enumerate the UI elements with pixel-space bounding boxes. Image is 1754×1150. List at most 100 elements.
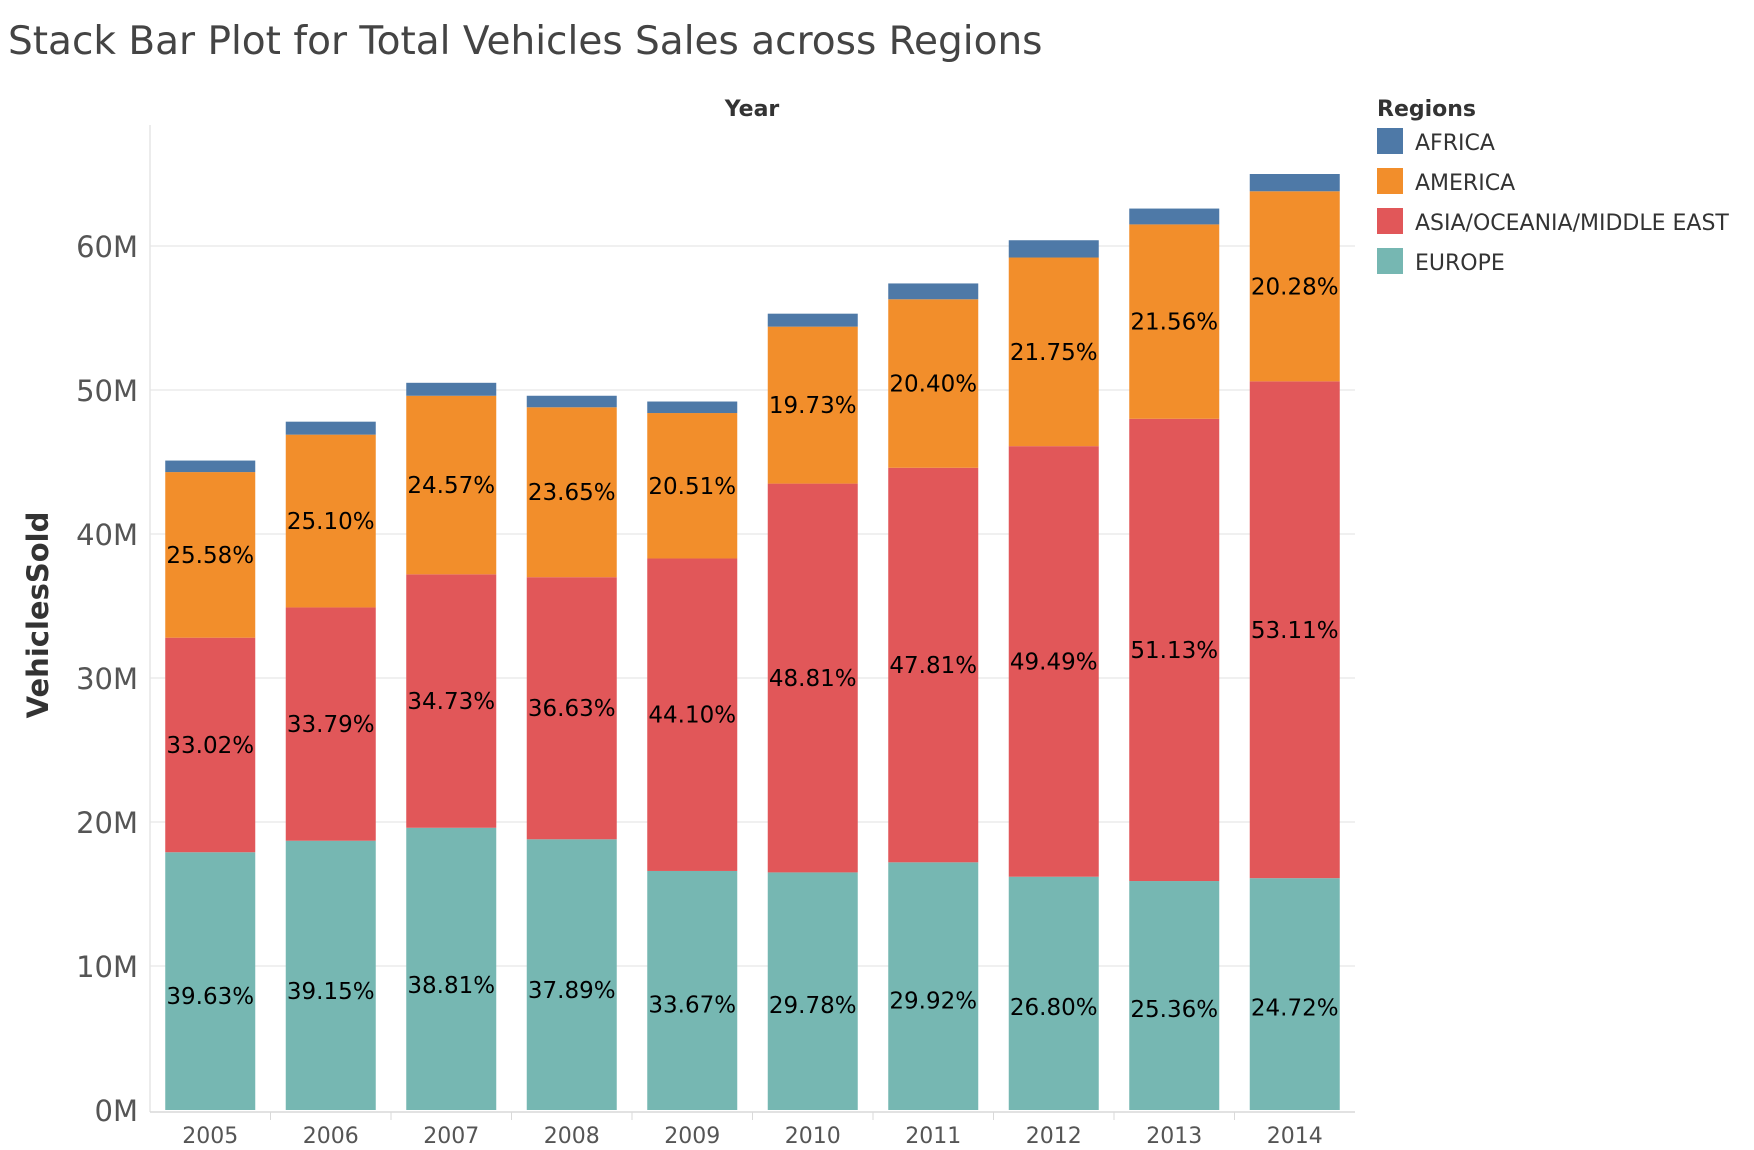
bar-segment-asia-oceania-middle-east-2008 <box>526 577 617 840</box>
bar-segment-asia-oceania-middle-east-2007 <box>406 574 497 828</box>
bar-segment-label: 44.10% <box>648 703 736 729</box>
bar-segment-europe-2012 <box>1008 876 1099 1110</box>
bar-segment-america-2008 <box>526 407 617 578</box>
bar-segment-america-2006 <box>285 434 376 608</box>
bar-segment-label: 23.65% <box>528 480 616 506</box>
bar-segment-europe-2007 <box>406 827 497 1110</box>
bar-segment-label: 33.79% <box>287 712 375 738</box>
bar-segment-label: 25.10% <box>287 509 375 535</box>
bar-segment-america-2007 <box>406 395 497 575</box>
bar-segment-label: 51.13% <box>1130 638 1218 664</box>
bar-segment-asia-oceania-middle-east-2005 <box>165 637 256 853</box>
bar-segment-label: 36.63% <box>528 696 616 722</box>
bar-segment-label: 25.36% <box>1130 997 1218 1023</box>
bar-segment-africa-2007 <box>406 382 497 396</box>
legend-item-label: EUROPE <box>1415 251 1505 276</box>
plot-area: 0M 10M 20M 30M 40M 50M 60M 39.63% 33.02% 25.58% 20… <box>76 125 1355 1149</box>
bar-segment-label: 48.81% <box>769 666 857 692</box>
y-tick-label: 30M <box>76 662 138 696</box>
bar-segment-asia-oceania-middle-east-2010 <box>767 483 858 873</box>
y-tick-label: 20M <box>76 806 138 840</box>
bar-segment-asia-oceania-middle-east-2009 <box>647 558 738 871</box>
y-tick-label: 40M <box>76 518 138 552</box>
bar-segment-europe-2011 <box>888 862 979 1110</box>
legend-title: Regions <box>1377 97 1476 122</box>
bar-segment-label: 24.57% <box>407 473 495 499</box>
bar-segment-label: 37.89% <box>528 978 616 1004</box>
legend-item-label: AMERICA <box>1415 171 1515 196</box>
bar-segment-label: 53.11% <box>1251 618 1339 644</box>
x-tick-label: 2008 <box>544 1124 600 1149</box>
bar-segment-europe-2010 <box>767 872 858 1110</box>
legend-swatch <box>1377 168 1403 194</box>
x-axis-title: Year <box>724 97 780 122</box>
bar-segment-africa-2008 <box>526 395 617 408</box>
bar-segment-label: 25.58% <box>166 543 254 569</box>
bar-segment-label: 34.73% <box>407 689 495 715</box>
bar-segment-america-2009 <box>647 413 738 559</box>
legend: Regions AFRICA AMERICA ASIA/OCEANIA/MIDDLE… <box>1377 97 1729 276</box>
bar-segment-label: 38.81% <box>407 973 495 999</box>
bar-segment-asia-oceania-middle-east-2011 <box>888 467 979 863</box>
bar-segment-label: 49.49% <box>1010 649 1098 675</box>
bar-segment-label: 21.56% <box>1130 310 1218 336</box>
bar-segment-africa-2014 <box>1249 174 1340 192</box>
bar-segment-label: 47.81% <box>889 653 977 679</box>
bar-segment-asia-oceania-middle-east-2006 <box>285 607 376 841</box>
bar-segment-label: 24.72% <box>1251 996 1339 1022</box>
legend-swatch <box>1377 208 1403 234</box>
bar-segment-america-2011 <box>888 299 979 468</box>
bar-segment-label: 33.02% <box>166 733 254 759</box>
x-tick-label: 2010 <box>785 1124 841 1149</box>
bar-segment-label: 29.92% <box>889 989 977 1015</box>
bar-segment-europe-2014 <box>1249 878 1340 1110</box>
bar-segment-asia-oceania-middle-east-2014 <box>1249 381 1340 879</box>
bar-segment-africa-2006 <box>285 421 376 435</box>
legend-item-label: AFRICA <box>1415 131 1495 156</box>
bar-segment-africa-2013 <box>1129 208 1220 225</box>
bar-segment-label: 20.51% <box>648 474 736 500</box>
bar-segment-africa-2011 <box>888 283 979 300</box>
y-tick-label: 0M <box>95 1094 138 1128</box>
bar-segment-label: 26.80% <box>1010 995 1098 1021</box>
x-tick-label: 2013 <box>1146 1124 1202 1149</box>
x-tick-label: 2014 <box>1267 1124 1323 1149</box>
legend-swatch <box>1377 128 1403 154</box>
bar-segment-europe-2005 <box>165 852 256 1110</box>
bar-segment-label: 39.15% <box>287 979 375 1005</box>
bar-segment-america-2012 <box>1008 257 1099 447</box>
bar-segment-america-2010 <box>767 326 858 484</box>
bar-segment-america-2005 <box>165 472 256 638</box>
bar-segment-america-2013 <box>1129 224 1220 419</box>
bar-segment-asia-oceania-middle-east-2013 <box>1129 418 1220 882</box>
x-tick-label: 2009 <box>664 1124 720 1149</box>
bar-segment-africa-2005 <box>165 460 256 473</box>
bar-segment-africa-2009 <box>647 401 738 414</box>
x-tick-label: 2006 <box>303 1124 359 1149</box>
bar-segment-label: 29.78% <box>769 993 857 1019</box>
y-tick-label: 50M <box>76 374 138 408</box>
bar-segment-africa-2010 <box>767 313 858 327</box>
bar-segment-europe-2013 <box>1129 881 1220 1110</box>
bar-segment-europe-2009 <box>647 870 738 1110</box>
chart-title: Stack Bar Plot for Total Vehicles Sales … <box>8 19 1043 64</box>
y-tick-label: 60M <box>76 230 138 264</box>
bar-segment-label: 21.75% <box>1010 340 1098 366</box>
bar-segment-europe-2006 <box>285 840 376 1110</box>
bar-segment-label: 20.28% <box>1251 274 1339 300</box>
bar-segment-label: 19.73% <box>769 393 857 419</box>
bar-segment-europe-2008 <box>526 839 617 1110</box>
y-tick-label: 10M <box>76 950 138 984</box>
bar-segment-america-2014 <box>1249 191 1340 382</box>
x-tick-label: 2011 <box>905 1124 961 1149</box>
x-tick-label: 2005 <box>182 1124 238 1149</box>
legend-item-label: ASIA/OCEANIA/MIDDLE EAST <box>1415 211 1729 236</box>
bar-segment-africa-2012 <box>1008 240 1099 258</box>
y-axis-title: VehiclesSold <box>21 512 55 719</box>
bar-segment-label: 33.67% <box>648 992 736 1018</box>
x-tick-label: 2007 <box>423 1124 479 1149</box>
bar-segment-asia-oceania-middle-east-2012 <box>1008 446 1099 877</box>
legend-swatch <box>1377 248 1403 274</box>
bar-segment-label: 20.40% <box>889 372 977 398</box>
